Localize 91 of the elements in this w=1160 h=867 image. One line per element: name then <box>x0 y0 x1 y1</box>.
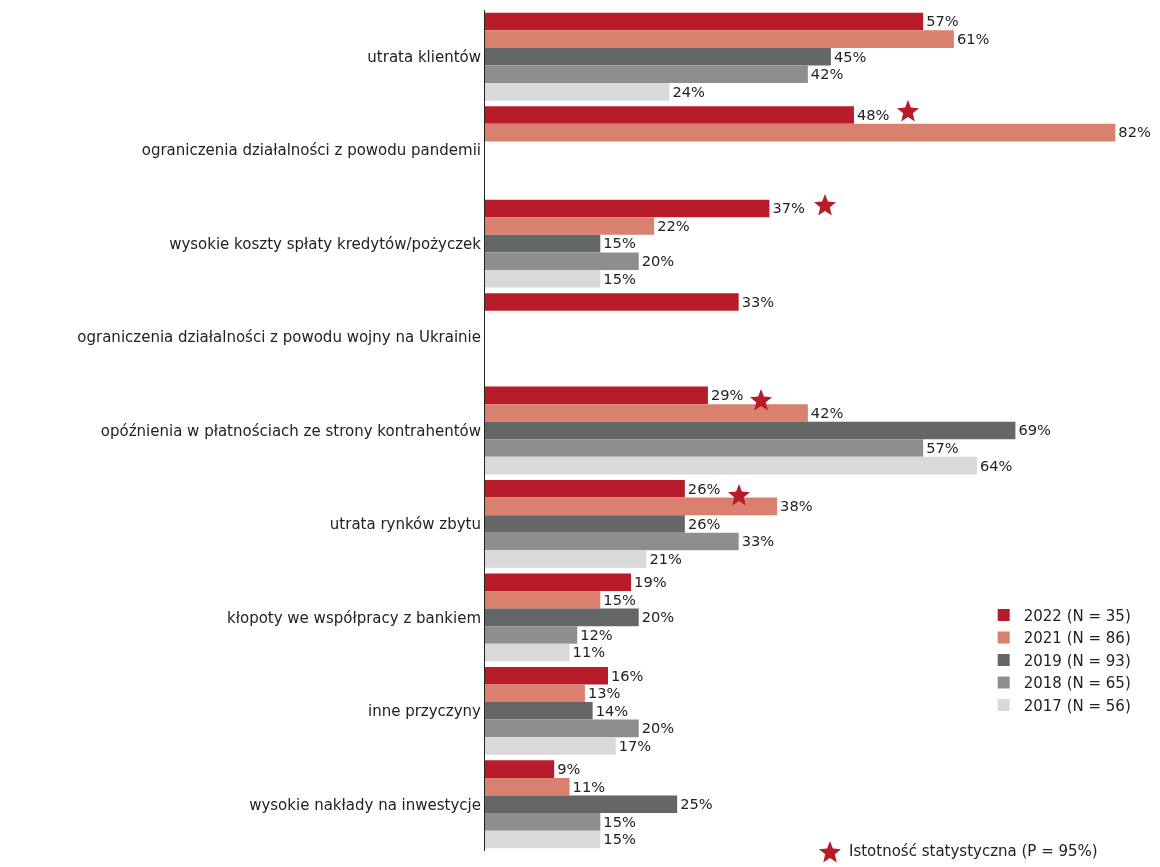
bar <box>485 480 685 498</box>
data-label: 11% <box>572 777 606 795</box>
legend-label: 2019 (N = 93) <box>1023 651 1131 670</box>
bar <box>485 813 601 831</box>
data-label: 20% <box>641 252 675 270</box>
bar <box>485 65 808 84</box>
data-label: 29% <box>710 386 744 404</box>
bar <box>485 608 639 627</box>
bar <box>485 199 770 218</box>
bar <box>485 12 924 31</box>
bar <box>485 421 1016 440</box>
bar <box>485 684 585 703</box>
bar <box>485 760 555 778</box>
bar <box>485 234 601 253</box>
data-label: 45% <box>833 47 867 65</box>
legend-label: 2017 (N = 56) <box>1023 696 1131 715</box>
data-label: 20% <box>641 608 675 626</box>
data-label: 57% <box>926 12 959 30</box>
data-label: 24% <box>672 82 706 100</box>
legend-label: 2021 (N = 86) <box>1023 629 1131 648</box>
bar <box>485 456 977 475</box>
bar <box>485 30 954 48</box>
data-label: 15% <box>603 269 636 287</box>
bar <box>485 106 854 124</box>
data-label: 11% <box>572 643 606 661</box>
data-label: 9% <box>557 760 581 778</box>
legend-label: 2018 (N = 65) <box>1023 674 1131 693</box>
data-label: 26% <box>687 514 721 532</box>
data-label: 22% <box>657 216 690 234</box>
data-label: 64% <box>979 456 1013 474</box>
data-label: 33% <box>741 532 775 550</box>
data-label: 37% <box>772 199 806 217</box>
legend-label: 2022 (N = 35) <box>1023 606 1131 625</box>
bar <box>485 573 632 592</box>
data-label: 12% <box>580 625 613 643</box>
y-tick-label: ograniczenia działalności z powodu wojny na Ukrainie <box>77 328 481 347</box>
bar <box>485 591 601 609</box>
bar <box>485 737 616 755</box>
bar <box>485 795 678 814</box>
data-label: 26% <box>687 479 721 497</box>
y-tick-label: ograniczenia działalności z powodu pandemii <box>141 141 481 160</box>
y-tick-label: utrata rynków zbytu <box>329 515 481 534</box>
y-tick-label: inne przyczyny <box>368 702 482 721</box>
bar <box>485 497 778 516</box>
bar <box>485 702 593 720</box>
y-tick-label: opóźnienia w płatnościach ze strony kontrahentów <box>100 421 481 440</box>
data-label: 14% <box>595 701 629 719</box>
bar <box>485 47 831 66</box>
bar <box>485 550 647 568</box>
data-label: 82% <box>1118 123 1151 141</box>
bar <box>485 719 639 738</box>
data-label: 13% <box>587 684 621 702</box>
bar <box>485 217 655 235</box>
bar <box>485 532 739 551</box>
data-label: 69% <box>1018 421 1052 439</box>
data-label: 33% <box>741 292 775 310</box>
bar <box>485 83 670 101</box>
bar <box>485 269 601 288</box>
y-tick-label: kłopoty we współpracy z bankiem <box>227 608 481 627</box>
bar <box>485 439 924 457</box>
bar <box>485 643 570 662</box>
bar <box>485 830 601 849</box>
data-label: 15% <box>603 830 636 848</box>
bar <box>485 123 1116 142</box>
data-label: 25% <box>680 795 713 813</box>
data-label: 20% <box>641 719 675 737</box>
bar <box>485 293 739 311</box>
data-label: 42% <box>810 65 844 83</box>
data-label: 57% <box>926 438 959 456</box>
bar <box>485 404 808 422</box>
data-label: 15% <box>603 812 636 830</box>
bar <box>485 252 639 270</box>
bar <box>485 666 608 685</box>
data-label: 61% <box>956 30 990 48</box>
data-label: 21% <box>649 549 683 567</box>
data-label: 17% <box>618 736 652 754</box>
data-label: 15% <box>603 234 636 252</box>
bar <box>485 626 578 644</box>
data-label: 15% <box>603 590 636 608</box>
y-tick-label: wysokie koszty spłaty kredytów/pożyczek <box>169 234 482 253</box>
bar <box>485 777 570 796</box>
data-label: 38% <box>780 497 813 515</box>
bar <box>485 386 708 405</box>
data-label: 19% <box>634 573 667 591</box>
bar <box>485 515 685 533</box>
data-label: 42% <box>810 403 844 421</box>
y-tick-label: wysokie nakłady na inwestycje <box>249 795 481 814</box>
y-tick-label: utrata klientów <box>367 47 481 66</box>
data-label: 48% <box>856 105 890 123</box>
data-label: 16% <box>611 666 644 684</box>
annotation: Istotność statystyczna (P = 95%) <box>849 842 1098 860</box>
